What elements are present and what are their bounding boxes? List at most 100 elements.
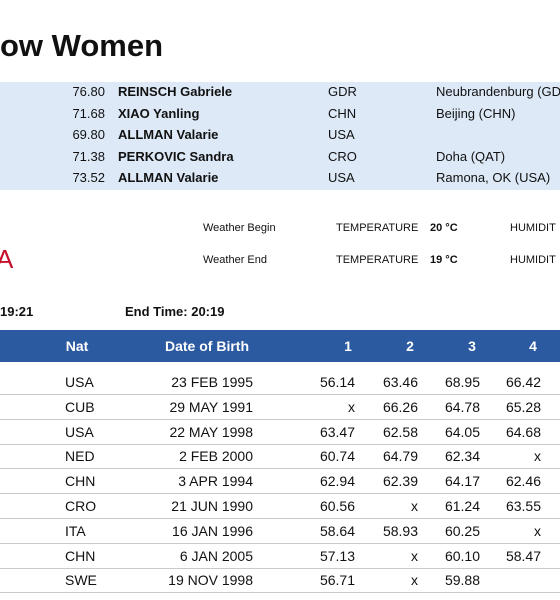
cell-attempt: 58.47: [505, 547, 541, 564]
record-venue: Neubrandenburg (GD: [436, 84, 560, 99]
cell-attempt: 57.13: [319, 547, 355, 564]
cell-attempt: 60.56: [319, 498, 355, 514]
cell-dob: 2 FEB 2000: [179, 448, 253, 465]
cell-attempt: x: [534, 522, 541, 539]
cell-nat: USA: [65, 423, 94, 440]
cell-attempt: 64.68: [505, 423, 541, 440]
cell-attempt: 64.79: [382, 448, 418, 465]
weather-label: Weather Begin: [203, 222, 276, 234]
row-line: [0, 443, 560, 445]
cell-attempt: 59.88: [444, 572, 480, 589]
row-line: [0, 567, 560, 569]
cell-attempt: 66.42: [505, 374, 541, 390]
record-venue: Ramona, OK (USA): [436, 170, 551, 185]
temp-value: 19 °C: [430, 254, 458, 266]
row-line: [0, 394, 560, 395]
record-nat: CRO: [328, 148, 357, 164]
cell-attempt: 63.46: [382, 374, 418, 390]
row-line: [0, 493, 560, 495]
weather-label: Weather End: [203, 254, 268, 266]
cell-attempt: 62.58: [382, 423, 418, 440]
record-mark: 73.52: [72, 170, 105, 185]
cell-attempt: 56.71: [319, 572, 355, 589]
column-header: 3: [468, 338, 476, 354]
cell-attempt: 58.93: [382, 522, 418, 539]
humidity-label: HUMIDIT: [510, 254, 556, 266]
record-mark: 71.38: [72, 148, 105, 164]
cell-nat: ITA: [65, 522, 86, 539]
cell-nat: CHN: [65, 473, 96, 490]
cell-attempt: x: [411, 498, 418, 514]
cell-nat: CHN: [65, 547, 96, 564]
cell-attempt: x: [348, 398, 355, 415]
record-mark: 76.80: [72, 84, 105, 99]
cell-attempt: 62.39: [382, 473, 418, 490]
cell-nat: CUB: [65, 398, 95, 415]
temp-label: TEMPERATURE: [336, 222, 419, 234]
record-mark: 69.80: [72, 127, 105, 142]
record-nat: USA: [328, 127, 355, 142]
record-name: REINSCH Gabriele: [118, 84, 233, 99]
humidity-label: HUMIDIT: [510, 222, 556, 234]
record-mark: 71.68: [72, 105, 105, 121]
cell-attempt: 62.46: [505, 473, 541, 490]
cell-attempt: 68.95: [444, 374, 480, 390]
cell-attempt: 60.25: [444, 522, 480, 539]
cell-nat: CRO: [65, 498, 97, 514]
row-line: [0, 518, 560, 519]
end-time: End Time: 20:19: [125, 304, 225, 319]
column-header: Date of Birth: [165, 338, 249, 354]
start-time: 19:21: [0, 304, 34, 319]
cell-attempt: 64.05: [444, 423, 480, 440]
cell-dob: 16 JAN 1996: [172, 522, 253, 539]
column-header: 4: [529, 338, 537, 354]
cell-attempt: x: [411, 547, 418, 564]
cell-attempt: 60.74: [319, 448, 355, 465]
row-line: [0, 592, 560, 594]
temp-value: 20 °C: [430, 222, 458, 234]
cell-nat: NED: [65, 448, 95, 465]
record-name: ALLMAN Valarie: [118, 127, 219, 142]
cell-nat: USA: [65, 374, 94, 390]
cell-dob: 21 JUN 1990: [171, 498, 253, 514]
record-nat: CHN: [328, 105, 357, 121]
cell-attempt: 58.64: [319, 522, 355, 539]
column-header: 1: [344, 338, 352, 354]
cell-attempt: 66.26: [382, 398, 418, 415]
cell-attempt: 65.28: [505, 398, 541, 415]
cell-dob: 22 MAY 1998: [169, 423, 253, 440]
cell-attempt: 64.78: [444, 398, 480, 415]
row-line: [0, 468, 560, 470]
cell-attempt: 61.24: [444, 498, 480, 514]
logo: A: [0, 244, 14, 274]
record-venue: Doha (QAT): [436, 148, 506, 164]
cell-dob: 3 APR 1994: [178, 473, 253, 490]
cell-attempt: x: [534, 448, 541, 465]
column-header: Nat: [65, 338, 89, 354]
cell-dob: 29 MAY 1991: [169, 398, 253, 415]
cell-attempt: 63.47: [319, 423, 355, 440]
cell-dob: 23 FEB 1995: [171, 374, 253, 390]
table-header: [0, 330, 560, 362]
row-line: [0, 418, 560, 420]
cell-attempt: 64.17: [444, 473, 480, 490]
record-name: XIAO Yanling: [118, 105, 200, 121]
cell-attempt: x: [411, 572, 418, 589]
cell-nat: SWE: [65, 572, 97, 589]
cell-dob: 19 NOV 1998: [168, 572, 253, 589]
title: ow Women: [0, 28, 164, 63]
record-name: PERKOVIC Sandra: [118, 148, 234, 164]
column-header: 2: [406, 338, 414, 354]
cell-attempt: 63.55: [505, 498, 541, 514]
records-box: [0, 82, 560, 190]
record-nat: GDR: [328, 84, 357, 99]
cell-attempt: 62.34: [444, 448, 480, 465]
cell-attempt: 56.14: [319, 374, 355, 390]
cell-attempt: 62.94: [319, 473, 355, 490]
record-venue: Beijing (CHN): [436, 105, 516, 121]
record-nat: USA: [328, 170, 355, 185]
cell-dob: 6 JAN 2005: [179, 547, 253, 564]
cell-attempt: 60.10: [444, 547, 480, 564]
temp-label: TEMPERATURE: [336, 254, 419, 266]
